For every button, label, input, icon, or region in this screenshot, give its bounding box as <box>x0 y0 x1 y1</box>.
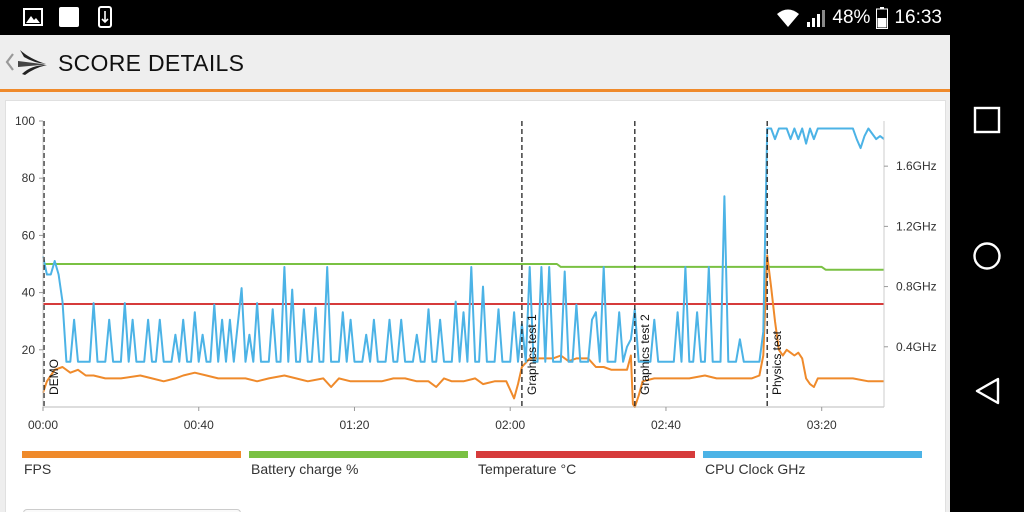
phase-label: Graphics test 1 <box>525 314 539 395</box>
accent-divider <box>0 89 950 92</box>
chart-axes: 20 40 60 80 100 0.4GHz 0.8GHz 1.2GHz 1.6GHz 00:00… <box>15 114 937 432</box>
legend-swatch-battery <box>249 451 468 458</box>
bottom-button[interactable] <box>23 509 241 512</box>
recents-square-icon[interactable] <box>950 95 1024 145</box>
series-line-cpu-clock-ghz <box>42 127 885 363</box>
series-line-battery-charge <box>43 263 884 271</box>
performance-chart: DEMO Graphics test 1 Graphics test 2 Physic… <box>15 114 937 432</box>
x-tick-label: 02:40 <box>651 418 681 432</box>
legend-label-battery: Battery charge % <box>251 461 359 477</box>
x-tick-label: 02:00 <box>495 418 525 432</box>
chevron-left-icon[interactable] <box>4 51 16 73</box>
y-right-tick-label: 0.4GHz <box>896 340 937 354</box>
status-bar: 48% 16:33 <box>0 0 950 35</box>
y-left-tick-label: 80 <box>22 171 36 185</box>
series-line-fps <box>42 254 884 408</box>
back-triangle-icon[interactable] <box>950 366 1024 416</box>
download-icon <box>98 6 112 28</box>
y-left-tick-label: 100 <box>15 114 35 128</box>
legend-label-fps: FPS <box>24 461 52 477</box>
signal-icon <box>807 9 826 27</box>
3dmark-logo-icon[interactable] <box>16 47 50 77</box>
legend-swatch-temperature <box>476 451 695 458</box>
y-left-tick-label: 60 <box>22 228 36 242</box>
y-right-tick-label: 1.2GHz <box>896 219 937 233</box>
legend-swatch-fps <box>22 451 241 458</box>
app-bar: SCORE DETAILS <box>0 35 950 89</box>
phase-label: Physics test <box>770 330 784 395</box>
home-circle-icon[interactable] <box>950 231 1024 281</box>
chart-phases: DEMO Graphics test 1 Graphics test 2 Physic… <box>43 121 784 407</box>
phase-label: Graphics test 2 <box>638 314 652 395</box>
x-tick-label: 01:20 <box>339 418 369 432</box>
legend-swatch-cpu-clock <box>703 451 922 458</box>
page-title: SCORE DETAILS <box>58 50 245 76</box>
app-window: 48% 16:33 SCORE DETAILS DEMO Graphics tes… <box>0 0 950 512</box>
score-details-card: DEMO Graphics test 1 Graphics test 2 Physic… <box>5 100 946 512</box>
battery-icon <box>876 6 889 29</box>
y-left-tick-label: 20 <box>22 343 36 357</box>
navigation-bar <box>950 0 1024 512</box>
legend-label-cpu-clock: CPU Clock GHz <box>705 461 806 477</box>
x-tick-label: 03:20 <box>807 418 837 432</box>
y-right-tick-label: 0.8GHz <box>896 280 937 294</box>
x-tick-label: 00:40 <box>184 418 214 432</box>
legend-label-temperature: Temperature °C <box>478 461 577 477</box>
clock: 16:33 <box>894 6 942 28</box>
chart-series <box>42 127 885 408</box>
square-app-icon <box>59 7 79 27</box>
y-left-tick-label: 40 <box>22 286 36 300</box>
y-right-tick-label: 1.6GHz <box>896 159 937 173</box>
wifi-icon <box>777 9 800 27</box>
image-icon <box>23 8 43 26</box>
battery-percent: 48% <box>832 6 871 28</box>
phase-label: DEMO <box>47 359 61 395</box>
x-tick-label: 00:00 <box>28 418 58 432</box>
